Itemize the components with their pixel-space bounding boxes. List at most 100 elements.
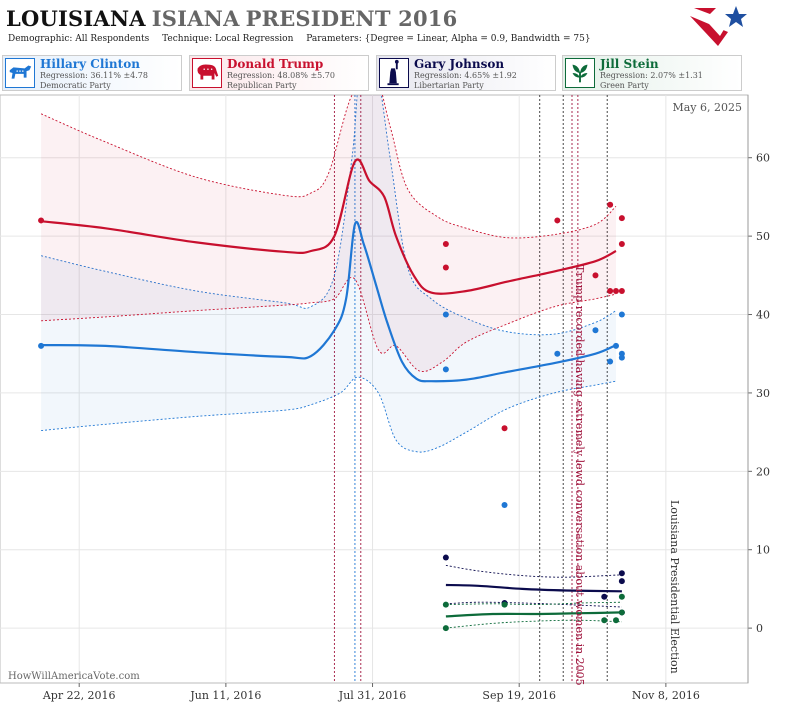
candidate-name: Gary Johnson [414, 57, 505, 71]
legend-clinton: Hillary Clinton Regression: 36.11% ±4.78… [2, 55, 182, 91]
poll-point [618, 288, 625, 294]
poll-point [592, 272, 599, 279]
x-tick-label: Apr 22, 2016 [42, 689, 116, 702]
chart-title: LOUISIANA ISIANA PRESIDENT 2016 [6, 6, 457, 31]
plot-area [0, 94, 749, 684]
poll-point [501, 502, 508, 509]
annotations: Trump recorded having extremely lewd con… [573, 265, 681, 686]
leaf-icon [565, 58, 595, 88]
date-stamp: May 6, 2025 [672, 101, 742, 114]
band-upper-line [445, 564, 622, 578]
poll-point [442, 625, 449, 632]
event-annotation: Trump recorded having extremely lewd con… [573, 265, 586, 686]
candidate-name: Jill Stein [600, 57, 659, 71]
band-upper-line [40, 95, 617, 336]
candidate-regression: Regression: 48.08% ±5.70 [227, 71, 335, 80]
band-lower-line [445, 601, 622, 608]
y-axis: 0 10 20 30 40 50 60 [747, 95, 770, 683]
poll-point [607, 358, 614, 365]
poll-point [618, 578, 625, 585]
poll-point [554, 350, 561, 357]
candidate-party: Republican Party [227, 81, 297, 90]
y-tick-label: 40 [756, 309, 770, 322]
x-tick-label: Sep 19, 2016 [482, 689, 556, 702]
poll-point [442, 366, 449, 373]
x-tick-label: Nov 8, 2016 [632, 689, 700, 702]
poll-point [618, 609, 625, 616]
poll-point [601, 593, 608, 600]
poll-point [38, 342, 45, 349]
poll-point [554, 217, 561, 224]
title-state-repeat: ISIANA [151, 6, 240, 31]
technique-label: Technique: Local Regression [162, 34, 294, 44]
band-lower-line [445, 619, 622, 629]
legend-johnson: Gary Johnson Regression: 4.65% ±1.92 Lib… [376, 55, 556, 91]
confidence-band [41, 95, 616, 453]
band-lower-line [41, 276, 617, 372]
poll-point [501, 601, 508, 608]
poll-point [613, 288, 619, 294]
poll-point [501, 425, 508, 432]
poll-point [592, 327, 599, 334]
elephant-icon [192, 58, 222, 88]
y-tick-label: 10 [756, 544, 770, 557]
poll-points [38, 201, 625, 632]
election-annotation: Louisiana Presidential Election [668, 500, 681, 674]
poll-point [601, 617, 608, 624]
poll-point [618, 311, 625, 318]
event-lines [333, 95, 608, 683]
poll-point [442, 264, 449, 271]
x-axis: Apr 22, 2016 Jun 11, 2016 Jul 31, 2016 Sep … [42, 683, 700, 702]
confidence-band [41, 95, 616, 372]
x-tick-label: Jun 11, 2016 [189, 689, 261, 702]
candidate-regression: Regression: 2.07% ±1.31 [600, 71, 703, 80]
watermark: HowWillAmericaVote.com [8, 671, 140, 682]
legend-trump: Donald Trump Regression: 48.08% ±5.70 Re… [189, 55, 369, 91]
band-lower-line [41, 376, 617, 453]
confidence-bands [40, 95, 622, 629]
site-logo-icon [690, 6, 747, 46]
y-tick-label: 60 [756, 152, 770, 165]
poll-point [607, 201, 614, 208]
poll-point [607, 288, 614, 294]
poll-point [442, 311, 449, 318]
title-rest: PRESIDENT 2016 [245, 6, 458, 31]
y-tick-label: 50 [756, 230, 770, 243]
series-line [40, 158, 617, 295]
poll-point [618, 215, 625, 222]
poll-point [618, 354, 625, 361]
parameters-line: Demographic: All Respondents Technique: … [8, 34, 601, 44]
statue-of-liberty-icon [379, 58, 409, 88]
candidate-regression: Regression: 36.11% ±4.78 [40, 71, 148, 80]
regression-lines [40, 158, 622, 618]
candidate-regression: Regression: 4.65% ±1.92 [414, 71, 517, 80]
y-tick-label: 20 [756, 465, 770, 478]
candidate-party: Libertarian Party [414, 81, 484, 90]
title-state: LOUISIANA [6, 6, 146, 31]
legend-stein: Jill Stein Regression: 2.07% ±1.31 Green… [562, 55, 742, 91]
x-tick-label: Jul 31, 2016 [338, 689, 407, 702]
series-line [445, 583, 622, 593]
candidate-name: Donald Trump [227, 57, 324, 71]
y-tick-label: 0 [756, 622, 763, 635]
poll-point [618, 593, 625, 600]
band-upper-line [445, 601, 622, 606]
y-tick-label: 30 [756, 387, 770, 400]
candidate-name: Hillary Clinton [40, 57, 140, 71]
grid-lines [0, 95, 748, 683]
poll-point [613, 617, 619, 624]
poll-point [613, 342, 619, 349]
demographic-label: Demographic: All Respondents [8, 34, 150, 44]
parameters-label: Parameters: {Degree = Linear, Alpha = 0.… [306, 34, 591, 44]
poll-point [442, 601, 449, 608]
poll-point [442, 554, 449, 561]
donkey-icon [5, 58, 35, 88]
series-line [445, 611, 622, 618]
candidate-party: Green Party [600, 81, 649, 90]
poll-point [618, 570, 625, 577]
poll-point [442, 240, 449, 247]
poll-point [38, 217, 45, 224]
series-line [41, 221, 617, 383]
